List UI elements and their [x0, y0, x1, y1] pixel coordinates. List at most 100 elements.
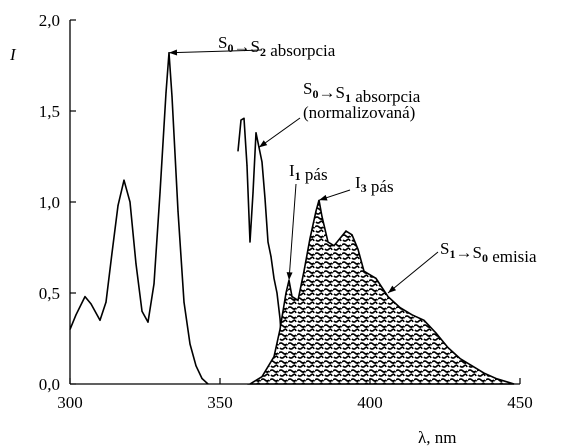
annotation-main: S	[218, 33, 227, 52]
annotation-a1: S0→S2 absorpcia	[168, 33, 336, 60]
annotation-main: I	[289, 161, 295, 180]
data-point	[249, 241, 251, 243]
y-axis-label: I	[9, 45, 17, 64]
data-point	[471, 365, 473, 367]
y-tick-label: 0,0	[39, 375, 60, 394]
series-layer	[69, 51, 515, 385]
annotation-sub1: 0	[312, 87, 318, 101]
data-point	[171, 95, 173, 98]
annotation-arrowhead	[169, 49, 178, 56]
data-point	[177, 210, 179, 212]
data-point	[435, 332, 437, 334]
annotation-tail: absorpcia	[266, 41, 336, 60]
annotation-a5: S1→S0 emisia	[387, 239, 537, 294]
data-point	[135, 263, 137, 265]
series-line-abs_s0s2	[69, 51, 209, 385]
data-point	[183, 301, 185, 303]
annotation-sub1: 1	[295, 169, 301, 183]
data-point	[84, 296, 86, 298]
x-tick-label: 350	[207, 393, 233, 412]
y-tick-label: 1,5	[39, 102, 60, 121]
data-point	[273, 356, 275, 358]
data-point	[315, 210, 317, 212]
data-point	[141, 310, 143, 312]
annotation-arrowhead	[388, 285, 397, 293]
data-point	[327, 241, 329, 243]
data-point	[90, 303, 92, 305]
data-point	[285, 292, 287, 294]
data-point	[276, 292, 278, 294]
annotation-a3: I1 pás	[286, 161, 328, 281]
data-point	[111, 252, 113, 254]
data-point	[159, 192, 161, 194]
data-point	[195, 365, 197, 367]
annotation-arrowhead	[319, 194, 328, 201]
data-point	[267, 241, 269, 243]
data-point	[357, 248, 359, 250]
data-point	[351, 234, 353, 236]
data-point	[153, 283, 155, 285]
annotation-main: I	[355, 173, 361, 192]
data-point	[123, 179, 125, 181]
x-tick-label: 450	[507, 393, 533, 412]
data-point	[279, 317, 281, 320]
data-point	[291, 296, 293, 298]
x-tick-label: 400	[357, 393, 383, 412]
annotation-label: I3 pás	[355, 173, 394, 196]
data-point	[105, 301, 107, 303]
data-point	[309, 237, 311, 239]
annotation-main: S	[303, 79, 312, 98]
data-point	[75, 314, 77, 316]
x-tick-label: 300	[57, 393, 83, 412]
annotation-leader	[387, 251, 439, 294]
data-point	[99, 319, 101, 321]
y-tick-label: 0,5	[39, 284, 60, 303]
annotation-tail: pás	[301, 165, 328, 184]
annotation-arrow: →S	[318, 83, 344, 102]
annotation-tail: pás	[367, 177, 394, 196]
data-point	[339, 237, 341, 239]
data-point	[237, 150, 239, 152]
annotation-sub1: 1	[449, 247, 455, 261]
data-point	[387, 296, 389, 298]
y-tick-label: 1,0	[39, 193, 60, 212]
annotation-arrow: →S	[233, 37, 259, 56]
data-point	[345, 230, 347, 232]
annotation-leader	[288, 183, 297, 281]
annotation-sub2: 1	[345, 91, 351, 105]
data-point	[270, 256, 272, 258]
data-point	[321, 215, 323, 218]
data-point	[279, 328, 281, 330]
data-point	[273, 277, 275, 280]
data-point	[447, 347, 449, 349]
annotation-arrow: →S	[455, 243, 481, 262]
data-point	[483, 372, 485, 374]
data-point	[363, 270, 365, 272]
annotation-label: S1→S0 emisia	[440, 239, 537, 266]
data-point	[129, 201, 131, 203]
annotation-leader	[168, 49, 263, 54]
data-point	[369, 274, 371, 276]
data-point	[459, 357, 461, 360]
annotation-a4: I3 pás	[318, 173, 394, 201]
data-point	[375, 277, 377, 280]
data-point	[495, 377, 497, 380]
data-point	[189, 343, 191, 345]
annotation-label: S0→S1 absorpcia	[303, 79, 421, 106]
data-point	[333, 245, 335, 247]
annotation-sub2: 0	[482, 251, 488, 265]
annotation-arrowhead	[259, 140, 268, 148]
annotation-tail: emisia	[488, 247, 537, 266]
data-point	[297, 299, 299, 301]
data-point	[147, 321, 149, 323]
annotation-line2: (normalizovaná)	[303, 103, 415, 122]
data-point	[165, 92, 167, 94]
data-point	[252, 192, 254, 194]
data-point	[117, 205, 119, 207]
data-point	[246, 165, 248, 167]
x-axis-label: λ, nm	[418, 428, 456, 447]
data-point	[261, 376, 263, 378]
